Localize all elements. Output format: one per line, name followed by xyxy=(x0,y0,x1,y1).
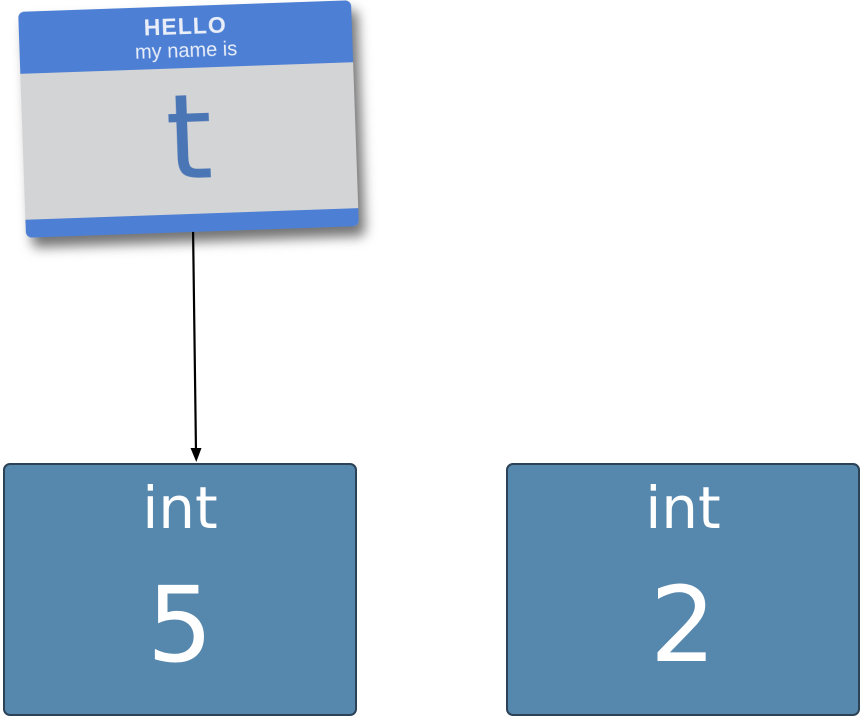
object-type-label: int xyxy=(142,474,218,542)
arrow-head xyxy=(190,448,202,462)
object-type-label: int xyxy=(645,474,721,542)
object-value: 5 xyxy=(146,564,214,686)
name-tag-footer xyxy=(25,208,359,238)
name-tag: HELLO my name is t xyxy=(18,0,359,238)
int-object-5: int 5 xyxy=(3,463,357,716)
variable-name: t xyxy=(163,67,215,207)
object-value: 2 xyxy=(649,564,717,686)
int-object-2: int 2 xyxy=(506,463,860,716)
arrow-line xyxy=(191,225,198,453)
name-tag-card: HELLO my name is t xyxy=(18,0,359,238)
